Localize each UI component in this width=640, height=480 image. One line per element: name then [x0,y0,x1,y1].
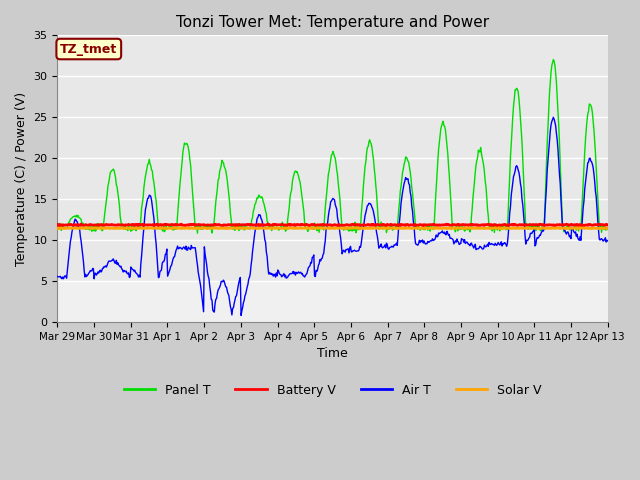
Solar V [120,225,128,231]
Title: Tonzi Tower Met: Temperature and Power: Tonzi Tower Met: Temperature and Power [176,15,489,30]
Battery V [63,222,71,228]
Battery V [232,223,239,229]
Bar [58,199,608,281]
Solar V [63,226,71,231]
Y-axis label: Temperature (C) / Power (V): Temperature (C) / Power (V) [15,92,28,266]
Air T [237,312,245,318]
Battery V [417,222,425,228]
Solar V [415,226,423,231]
Solar V [54,226,61,231]
Solar V [523,225,531,230]
Air T [400,181,408,187]
Panel T [417,228,424,233]
Air T [54,274,61,279]
Battery V [205,222,212,228]
Text: TZ_tmet: TZ_tmet [60,43,117,56]
Air T [120,268,128,274]
Solar V [176,225,184,231]
Solar V [399,225,407,231]
Line: Panel T: Panel T [58,60,608,233]
Panel T [206,225,214,230]
Panel T [63,224,71,229]
Panel T [194,230,202,236]
Panel T [176,182,184,188]
Battery V [120,222,128,228]
Solar V [448,226,456,231]
Panel T [120,222,128,228]
Battery V [401,222,409,228]
Line: Air T: Air T [58,117,608,315]
Panel T [400,161,408,167]
Air T [417,240,424,245]
Panel T [604,226,612,231]
Battery V [176,222,184,228]
Air T [604,238,612,244]
X-axis label: Time: Time [317,347,348,360]
Air T [176,244,184,250]
Panel T [550,57,557,62]
Battery V [264,221,272,227]
Bar [58,36,608,117]
Air T [550,114,557,120]
Bar [58,117,608,199]
Line: Battery V: Battery V [58,224,608,226]
Legend: Panel T, Battery V, Air T, Solar V: Panel T, Battery V, Air T, Solar V [118,379,547,402]
Battery V [604,222,612,228]
Air T [205,276,212,281]
Panel T [54,222,61,228]
Air T [63,268,71,274]
Solar V [604,226,612,231]
Solar V [205,225,212,231]
Battery V [54,222,61,228]
